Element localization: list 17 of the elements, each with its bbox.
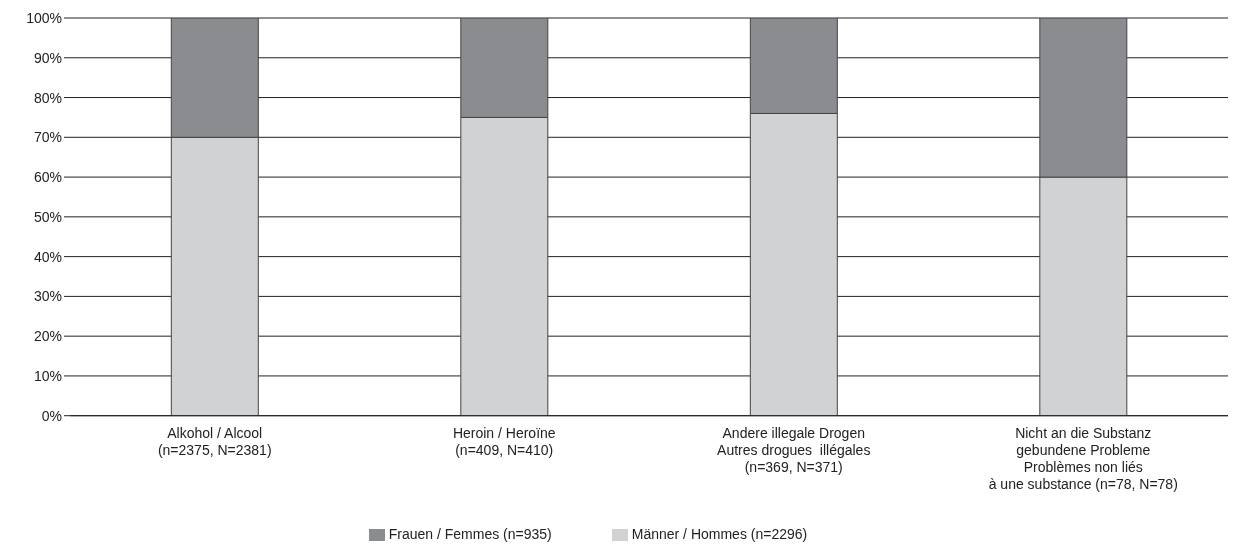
y-tick-label: 10%	[33, 367, 62, 384]
y-tick-label: 70%	[33, 129, 62, 146]
y-tick-label: 50%	[33, 208, 62, 225]
x-tick-label: Alkohol / Alcool (n=2375, N=2381)	[157, 424, 272, 458]
x-tick-label: Heroin / Heroïne (n=409, N=410)	[452, 424, 556, 458]
x-tick-label: Andere illegale Drogen Autres drogues illégales (n=369, N=371)	[717, 424, 871, 475]
y-tick-label: 90%	[33, 49, 62, 66]
y-tick-label: 100%	[26, 9, 62, 26]
x-tick-label: Nicht an die Substanz gebundene Probleme Problèmes non liés à une substance (n=78, N=78)	[988, 424, 1178, 492]
y-tick-label: 30%	[33, 288, 62, 305]
y-tick-label: 60%	[33, 169, 62, 186]
legend-label: Frauen / Femmes (n=935)	[388, 525, 552, 542]
y-tick-label: 80%	[33, 89, 62, 106]
y-tick-label: 0%	[41, 407, 62, 424]
y-tick-label: 40%	[33, 248, 62, 265]
y-tick-label: 20%	[33, 328, 62, 345]
legend-label: Männer / Hommes (n=2296)	[631, 525, 808, 542]
